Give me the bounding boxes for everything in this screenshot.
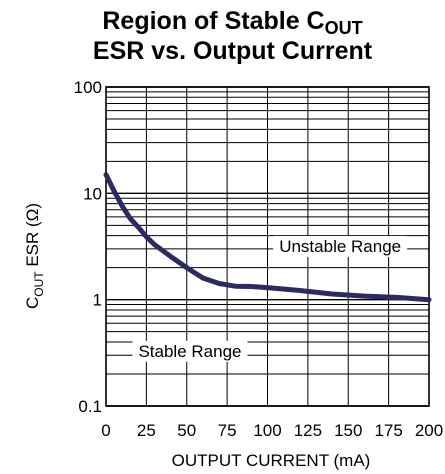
stable-range-label-background bbox=[132, 340, 248, 362]
x-tick-label: 125 bbox=[294, 421, 322, 440]
unstable-range-label-group: Unstable Range bbox=[273, 235, 408, 257]
x-axis-label: OUTPUT CURRENT (mA) bbox=[172, 451, 371, 470]
unstable-range-label: Unstable Range bbox=[279, 237, 401, 256]
unstable-range-label-background bbox=[273, 235, 408, 257]
x-tick-label: 175 bbox=[374, 421, 402, 440]
y-tick-label: 100 bbox=[74, 78, 102, 97]
y-tick-label: 10 bbox=[83, 184, 102, 203]
x-tick-label: 100 bbox=[253, 421, 281, 440]
x-tick-label: 0 bbox=[101, 421, 110, 440]
y-tick-label: 0.1 bbox=[78, 397, 102, 416]
stable-range-label-group: Stable Range bbox=[132, 340, 248, 362]
x-tick-label: 50 bbox=[177, 421, 196, 440]
x-tick-label: 25 bbox=[137, 421, 156, 440]
stable-range-label: Stable Range bbox=[138, 342, 241, 361]
y-axis-label: COUT ESR (Ω) bbox=[23, 203, 46, 309]
chart-title-line1: Region of Stable COUT bbox=[102, 7, 363, 39]
plot-frame bbox=[105, 86, 430, 407]
x-tick-label: 150 bbox=[334, 421, 362, 440]
x-tick-label: 75 bbox=[218, 421, 237, 440]
x-tick-label: 200 bbox=[415, 421, 443, 440]
y-tick-label: 1 bbox=[93, 291, 102, 310]
series-line-0 bbox=[103, 172, 432, 303]
chart-title-line2: ESR vs. Output Current bbox=[92, 37, 373, 65]
